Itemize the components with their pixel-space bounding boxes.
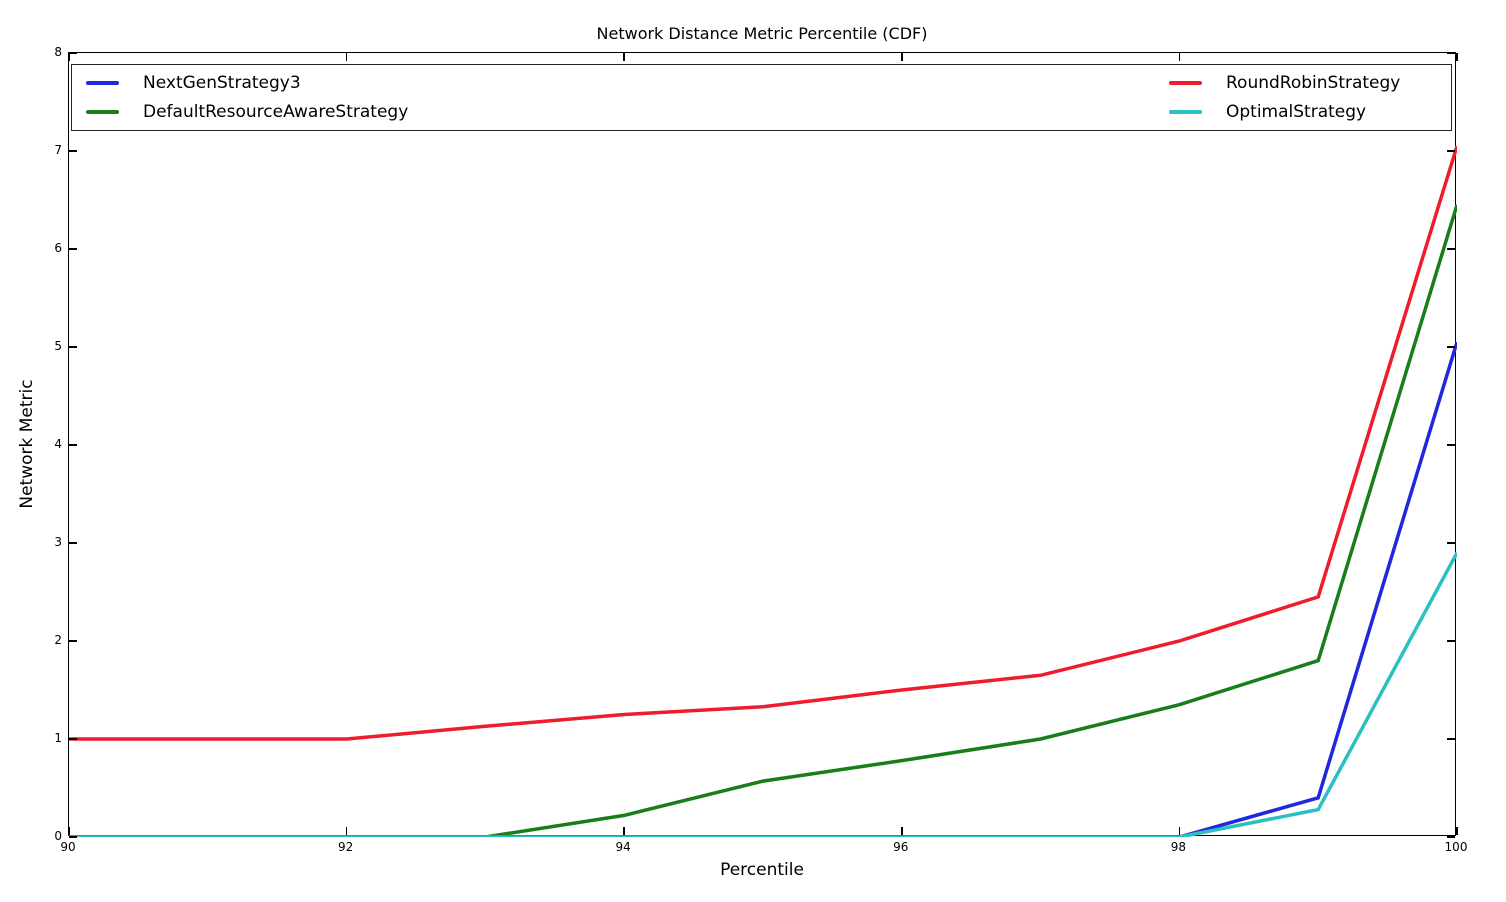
legend-label: NextGenStrategy3 <box>143 73 301 93</box>
y-tick-mark <box>69 346 77 348</box>
x-axis-label: Percentile <box>720 860 804 880</box>
x-tick-mark <box>623 827 625 835</box>
y-tick-mark <box>69 52 77 54</box>
x-tick-label: 92 <box>337 840 354 854</box>
y-tick-label: 8 <box>54 45 62 59</box>
y-tick-mark <box>1447 836 1455 838</box>
y-tick-mark <box>69 248 77 250</box>
legend-line-swatch <box>1169 110 1202 114</box>
y-tick-mark <box>69 150 77 152</box>
plot-svg <box>69 145 1457 837</box>
x-tick-label: 94 <box>615 840 631 854</box>
y-tick-mark <box>1447 150 1455 152</box>
y-tick-label: 1 <box>54 731 62 745</box>
x-tick-label: 100 <box>1444 840 1468 854</box>
plot-area <box>68 52 1458 838</box>
legend-label: DefaultResourceAwareStrategy <box>143 102 409 122</box>
x-tick-mark <box>345 53 348 61</box>
x-tick-mark <box>1178 827 1181 835</box>
series-line-RoundRobinStrategy <box>69 145 1457 741</box>
y-tick-mark <box>69 444 77 446</box>
y-tick-label: 7 <box>54 143 62 157</box>
x-tick-mark <box>1178 53 1181 61</box>
y-tick-mark <box>1447 640 1455 642</box>
x-tick-mark <box>68 53 70 61</box>
legend-entry: RoundRobinStrategy <box>1169 70 1400 96</box>
series-line-DefaultResourceAwareStrategy <box>69 204 1457 837</box>
legend-entry: NextGenStrategy3 <box>86 70 301 96</box>
legend-entry: OptimalStrategy <box>1169 99 1366 125</box>
x-tick-label: 96 <box>893 840 909 854</box>
y-tick-mark <box>1447 738 1455 740</box>
y-tick-label: 3 <box>54 535 62 549</box>
x-tick-label: 98 <box>1170 840 1187 854</box>
y-tick-mark <box>1447 542 1455 544</box>
legend-line-swatch <box>86 81 119 85</box>
x-tick-mark <box>1456 827 1458 835</box>
y-tick-label: 6 <box>54 241 62 255</box>
y-tick-label: 4 <box>54 437 62 451</box>
x-tick-label: 90 <box>60 840 76 854</box>
legend-line-swatch <box>1169 81 1202 85</box>
y-tick-mark <box>69 836 77 838</box>
y-tick-mark <box>69 640 77 642</box>
x-tick-mark <box>68 827 70 835</box>
x-tick-mark <box>901 827 903 835</box>
y-tick-mark <box>69 738 77 740</box>
y-tick-mark <box>69 542 77 544</box>
series-line-NextGenStrategy3 <box>69 341 1457 837</box>
series-line-OptimalStrategy <box>69 551 1457 837</box>
x-tick-mark <box>901 53 903 61</box>
y-tick-mark <box>1447 444 1455 446</box>
y-tick-label: 5 <box>54 339 62 353</box>
legend-line-swatch <box>86 110 119 114</box>
y-tick-mark <box>1447 52 1455 54</box>
legend-label: OptimalStrategy <box>1226 102 1367 122</box>
x-tick-mark <box>345 827 348 835</box>
x-tick-mark <box>623 53 625 61</box>
chart-title: Network Distance Metric Percentile (CDF) <box>596 24 928 43</box>
x-tick-mark <box>1456 53 1458 61</box>
legend-entry: DefaultResourceAwareStrategy <box>86 99 408 125</box>
y-tick-mark <box>1447 248 1455 250</box>
y-tick-label: 0 <box>54 829 62 843</box>
legend: NextGenStrategy3 DefaultResourceAwareStr… <box>71 64 1452 131</box>
y-tick-label: 2 <box>54 633 62 647</box>
y-tick-mark <box>1447 346 1455 348</box>
legend-label: RoundRobinStrategy <box>1226 73 1401 93</box>
